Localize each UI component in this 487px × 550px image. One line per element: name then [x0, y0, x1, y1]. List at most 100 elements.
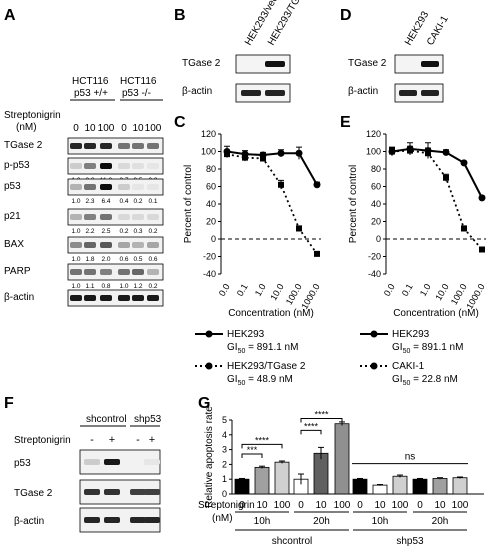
dose-label: 10: [84, 123, 96, 134]
blot-band: [84, 295, 96, 301]
sig-label: ns: [405, 452, 416, 463]
data-point: [278, 181, 284, 188]
group-label: shp53: [396, 536, 424, 547]
blot-frame: [67, 137, 164, 155]
x-tick-label: 1.0: [418, 282, 433, 298]
y-tick-label: 60: [371, 182, 381, 192]
data-point: [295, 149, 303, 157]
blot-band: [118, 163, 130, 169]
legend-gi: GI50 = 891.1 nM: [392, 342, 463, 355]
band-quant: 0.6: [148, 256, 157, 263]
ko-genotype: p53 -/-: [122, 88, 151, 99]
y-tick-label: 40: [206, 199, 216, 209]
band-tg2: [265, 61, 285, 67]
bar: [274, 461, 290, 495]
bar: [372, 484, 388, 495]
blot-band: [132, 184, 144, 190]
dose-label: 10: [132, 123, 144, 134]
dose-label: 0: [298, 500, 304, 511]
blot-band: [100, 242, 112, 248]
blot-label: p21: [4, 211, 21, 222]
data-point: [389, 148, 395, 155]
wt-cell-line: HCT116: [72, 76, 109, 87]
blot-band: [100, 295, 112, 301]
blot-label-actin: β-actin: [348, 86, 378, 97]
bar: [432, 478, 448, 495]
blot-label: BAX: [4, 239, 24, 250]
panel-f: shcontrol shp53 Streptonigrin - + - + p53TG…: [14, 414, 162, 533]
blot-band: [100, 269, 112, 275]
y-tick-label: 4: [222, 430, 227, 440]
panel-d: HEK293 CAKI-1 TGase 2 β-actin: [348, 9, 451, 103]
x-tick-label: 0.1: [400, 282, 415, 298]
bar: [452, 477, 468, 495]
blot-band: [118, 269, 130, 275]
blot-band: [100, 184, 112, 190]
blot-band: [100, 214, 112, 220]
y-tick-label: -40: [368, 269, 381, 279]
legend-marker: [370, 362, 378, 370]
panel-b: HEK293/vec HEK293/TG2 TGase 2 β-actin: [182, 0, 306, 103]
legend-gi: GI50 = 48.9 nM: [227, 374, 293, 387]
blot-band: [104, 517, 120, 523]
legend-gi: GI50 = 22.8 nM: [392, 374, 458, 387]
band-quant: 0.1: [148, 198, 157, 205]
dose-label: 100: [334, 500, 351, 511]
dose-label: 10: [434, 500, 446, 511]
blot-label: TGase 2: [14, 488, 53, 499]
y-tick-label: 0: [376, 234, 381, 244]
blot-band: [84, 517, 100, 523]
band-quant: 0.2: [148, 283, 157, 290]
band-quant: 1.8: [85, 256, 94, 263]
data-point: [313, 181, 321, 189]
timepoint-label: 20h: [313, 516, 330, 527]
blot-band: [104, 459, 120, 465]
blot-frame: [67, 289, 164, 307]
band-quant: 0.2: [133, 198, 142, 205]
y-tick-label: 1: [222, 474, 227, 484]
wt-genotype: p53 +/+: [74, 88, 108, 99]
blot-stack: p53 TGase 2 β-actin: [14, 449, 161, 533]
bar: [234, 478, 250, 495]
x-tick-label: 0.0: [382, 282, 397, 298]
treatment-label: Streptonigrin: [14, 435, 71, 446]
x-tick-label: 10.0: [433, 282, 450, 302]
sig-bracket: [241, 443, 283, 449]
timepoint-label: 10h: [254, 516, 271, 527]
blot-band: [147, 163, 159, 169]
panel-letter-f: F: [4, 395, 14, 412]
panel-letter-d: D: [340, 7, 352, 24]
y-tick-label: 20: [371, 217, 381, 227]
blot-band: [118, 184, 130, 190]
panel-letter-b: B: [174, 7, 186, 24]
dose-label: 100: [392, 500, 409, 511]
x-tick-label: 0.1: [235, 282, 250, 298]
blot-band: [84, 242, 96, 248]
band-quant: 1.2: [133, 283, 142, 290]
band-quant: 1.0: [71, 283, 80, 290]
y-tick-label: -40: [203, 269, 216, 279]
legend-name: CAKI-1: [392, 361, 425, 372]
panel-letter-a: A: [4, 7, 16, 24]
treatment-sign: -: [136, 434, 140, 446]
band-quant: 1.0: [119, 283, 128, 290]
dose-label: 0: [239, 500, 245, 511]
blot-label: p53: [4, 181, 21, 192]
sign-row: - + - +: [90, 434, 155, 446]
panel-letter-c: C: [174, 114, 186, 131]
sig-label: ****: [314, 410, 329, 420]
blot-band: [132, 163, 144, 169]
x-tick-label: 10.0: [268, 282, 285, 302]
panel-a: HCT116 p53 +/+ HCT116 Streptonigrin (nM)…: [4, 76, 164, 307]
band-quant: 1.0: [71, 198, 80, 205]
panel-letter-e: E: [340, 114, 351, 131]
blot-band: [147, 242, 159, 248]
group-label-shp53: shp53: [134, 414, 162, 425]
y-tick-label: 2: [222, 459, 227, 469]
band-quant: 0.4: [119, 198, 128, 205]
blot-band: [132, 269, 144, 275]
blot-band: [144, 489, 160, 495]
data-point: [242, 154, 248, 161]
x-tick-label: 0.0: [217, 282, 232, 298]
x-axis-label: Concentration (nM): [228, 308, 314, 319]
